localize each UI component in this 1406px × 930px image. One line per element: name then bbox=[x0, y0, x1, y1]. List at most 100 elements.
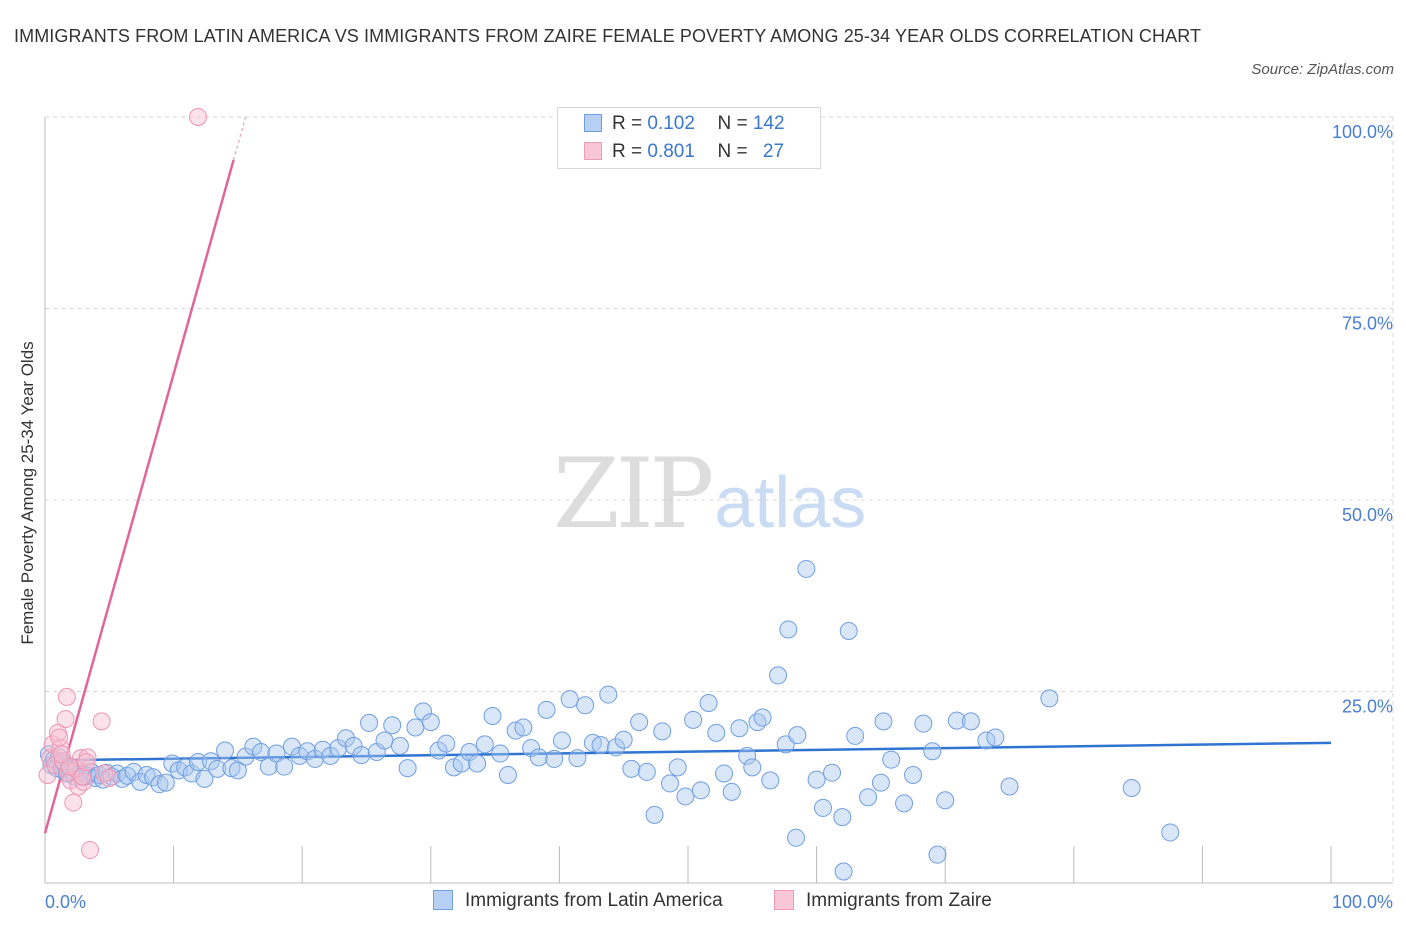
axes bbox=[44, 117, 1393, 884]
point-latin-america bbox=[699, 693, 718, 712]
stats-row-zaire: R = 0.801 N = 27 bbox=[584, 139, 784, 165]
data-points bbox=[38, 108, 1180, 881]
point-zaire bbox=[52, 745, 71, 764]
point-latin-america bbox=[833, 808, 852, 827]
point-latin-america bbox=[252, 743, 271, 762]
point-latin-america bbox=[216, 741, 235, 760]
point-zaire bbox=[100, 769, 119, 788]
point-latin-america bbox=[823, 763, 842, 782]
point-latin-america bbox=[522, 739, 541, 758]
trend-line-zaire-extension bbox=[233, 116, 247, 161]
point-latin-america bbox=[676, 787, 695, 806]
point-latin-america bbox=[306, 749, 325, 768]
point-zaire bbox=[50, 728, 69, 747]
trend-line-latin-america bbox=[44, 741, 1332, 762]
point-latin-america bbox=[730, 719, 749, 738]
point-latin-america bbox=[321, 746, 340, 765]
point-latin-america bbox=[788, 726, 807, 745]
stats-legend: R = 0.102 N = 142 R = 0.801 N = 27 bbox=[557, 107, 821, 169]
point-latin-america bbox=[591, 736, 610, 755]
point-latin-america bbox=[1161, 823, 1180, 842]
point-latin-america bbox=[753, 708, 772, 727]
swatch-pink bbox=[584, 142, 602, 160]
chart-title: IMMIGRANTS FROM LATIN AMERICA VS IMMIGRA… bbox=[14, 26, 1202, 46]
point-latin-america bbox=[668, 758, 687, 777]
point-latin-america bbox=[606, 738, 625, 757]
point-latin-america bbox=[1122, 779, 1141, 798]
r-value-zaire: 0.801 bbox=[647, 141, 695, 162]
point-latin-america bbox=[769, 666, 788, 685]
point-latin-america bbox=[779, 620, 798, 639]
point-latin-america bbox=[743, 758, 762, 777]
point-latin-america bbox=[986, 728, 1005, 747]
point-latin-america bbox=[360, 713, 379, 732]
point-latin-america bbox=[375, 731, 394, 750]
point-latin-america bbox=[552, 731, 571, 750]
point-latin-america bbox=[846, 726, 865, 745]
point-latin-america bbox=[275, 757, 294, 776]
point-latin-america bbox=[390, 736, 409, 755]
point-latin-america bbox=[895, 794, 914, 813]
point-latin-america bbox=[568, 749, 587, 768]
point-latin-america bbox=[560, 690, 579, 709]
point-latin-america bbox=[684, 710, 703, 729]
point-latin-america bbox=[468, 754, 487, 773]
point-latin-america bbox=[514, 718, 533, 737]
point-latin-america bbox=[839, 621, 858, 640]
point-latin-america bbox=[437, 734, 456, 753]
point-latin-america bbox=[429, 741, 448, 760]
point-latin-america bbox=[475, 735, 494, 754]
point-latin-america bbox=[1000, 777, 1019, 796]
legend-swatch-blue bbox=[433, 890, 453, 910]
n-label: N = bbox=[717, 113, 748, 134]
point-latin-america bbox=[761, 771, 780, 790]
point-latin-america bbox=[691, 781, 710, 800]
point-zaire bbox=[73, 767, 92, 786]
point-latin-america bbox=[834, 862, 853, 881]
point-latin-america bbox=[344, 736, 363, 755]
legend-item-latin-america[interactable]: Immigrants from Latin America bbox=[433, 888, 723, 914]
point-latin-america bbox=[529, 748, 548, 767]
point-latin-america bbox=[1040, 689, 1059, 708]
r-value-latin-america: 0.102 bbox=[647, 113, 695, 134]
point-zaire bbox=[57, 687, 76, 706]
x-tick-label: 100.0% bbox=[1332, 892, 1393, 912]
point-latin-america bbox=[871, 773, 890, 792]
point-latin-america bbox=[336, 729, 355, 748]
legend-label-latin-america: Immigrants from Latin America bbox=[465, 890, 723, 911]
source-label: Source: bbox=[1251, 61, 1308, 78]
watermark-atlas: atlas bbox=[714, 463, 867, 543]
r-label: R = bbox=[612, 141, 643, 162]
point-latin-america bbox=[406, 718, 425, 737]
y-tick-label: 100.0% bbox=[1332, 122, 1393, 142]
point-latin-america bbox=[383, 716, 402, 735]
point-latin-america bbox=[859, 788, 878, 807]
legend-item-zaire[interactable]: Immigrants from Zaire bbox=[774, 888, 992, 914]
r-label: R = bbox=[612, 113, 643, 134]
point-latin-america bbox=[195, 769, 214, 788]
point-latin-america bbox=[483, 707, 502, 726]
point-latin-america bbox=[637, 762, 656, 781]
tick-labels: 25.0% 50.0% 75.0% 100.0% 0.0% 100.0% bbox=[45, 122, 1393, 912]
point-latin-america bbox=[491, 744, 510, 763]
point-latin-america bbox=[961, 712, 980, 731]
point-latin-america bbox=[599, 685, 618, 704]
point-latin-america bbox=[421, 713, 440, 732]
point-latin-america bbox=[882, 750, 901, 769]
point-latin-america bbox=[653, 722, 672, 741]
point-latin-america bbox=[298, 742, 317, 761]
point-zaire bbox=[81, 841, 100, 860]
point-latin-america bbox=[352, 746, 371, 765]
y-tick-label: 50.0% bbox=[1342, 505, 1393, 525]
trend-line-zaire bbox=[43, 159, 235, 834]
point-latin-america bbox=[874, 712, 893, 731]
n-value-zaire: 27 bbox=[762, 141, 785, 162]
point-latin-america bbox=[787, 828, 806, 847]
n-value-latin-america: 142 bbox=[752, 113, 785, 134]
point-latin-america bbox=[498, 765, 517, 784]
point-latin-america bbox=[630, 713, 649, 732]
point-latin-america bbox=[150, 775, 169, 794]
point-latin-america bbox=[936, 791, 955, 810]
